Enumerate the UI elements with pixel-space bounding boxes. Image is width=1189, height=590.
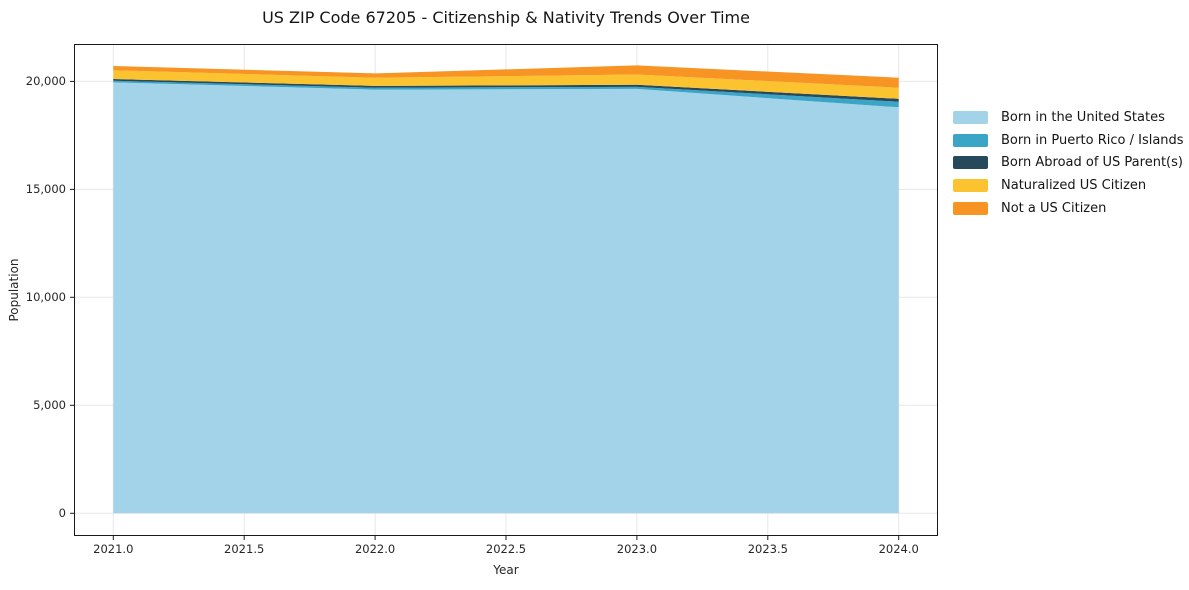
plot-area-svg: [70, 44, 938, 540]
ytick-label: 20,000: [25, 74, 66, 89]
chart-title: US ZIP Code 67205 - Citizenship & Nativi…: [262, 8, 750, 27]
area-not-a-us-citizen: [113, 65, 899, 88]
legend-label: Born in the United States: [1001, 109, 1165, 125]
xtick-label: 2021.5: [224, 542, 265, 556]
area-naturalized-us-citizen: [113, 70, 899, 99]
xtick-label: 2022.5: [485, 542, 527, 556]
legend-item-born-in-the-united-states: Born in the United States: [953, 106, 1184, 129]
ytick-label: 0: [58, 506, 66, 521]
legend-swatch-icon: [953, 110, 988, 124]
xtick-label: 2021.0: [93, 542, 134, 556]
ytick-label: 15,000: [25, 182, 66, 197]
area-born-in-the-united-states: [113, 82, 899, 514]
x-axis-label: Year: [493, 563, 519, 577]
legend-swatch-icon: [953, 179, 988, 193]
y-axis-label: Population: [7, 258, 21, 322]
legend-item-not-a-us-citizen: Not a US Citizen: [953, 197, 1184, 220]
xtick-label: 2023.0: [616, 542, 658, 556]
ytick-label: 10,000: [25, 290, 66, 305]
area-born-abroad-of-us-parent-s: [113, 79, 899, 102]
xtick-label: 2022.0: [354, 542, 396, 556]
legend-label: Born in Puerto Rico / Islands: [1001, 132, 1184, 148]
area-born-in-puerto-rico-islands: [113, 80, 899, 108]
legend-item-naturalized-us-citizen: Naturalized US Citizen: [953, 174, 1184, 197]
xtick-label: 2024.0: [878, 542, 919, 556]
legend-swatch-icon: [953, 156, 988, 170]
legend-label: Not a US Citizen: [1001, 200, 1107, 216]
ytick-label: 5,000: [33, 398, 66, 413]
legend-swatch-icon: [953, 133, 988, 147]
legend-label: Naturalized US Citizen: [1001, 178, 1147, 194]
xtick-label: 2023.5: [747, 542, 788, 556]
legend-label: Born Abroad of US Parent(s): [1001, 155, 1183, 171]
legend-item-born-in-puerto-rico-islands: Born in Puerto Rico / Islands: [953, 129, 1184, 152]
plot-frame: [74, 44, 938, 536]
legend: Born in the United States Born in Puerto …: [953, 106, 1184, 220]
legend-item-born-abroad-of-us-parent-s: Born Abroad of US Parent(s): [953, 152, 1184, 175]
legend-swatch-icon: [953, 201, 988, 215]
